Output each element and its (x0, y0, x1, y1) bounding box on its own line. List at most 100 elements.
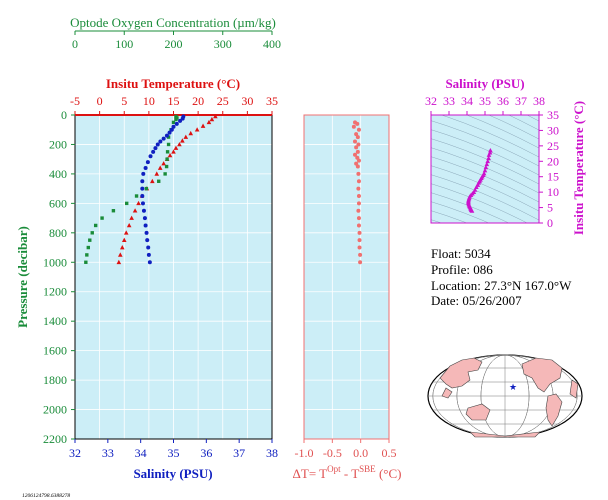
salinity-point (171, 124, 176, 129)
ts-salinity-tick-label: 32 (425, 94, 437, 108)
info-date: Date: 05/26/2007 (431, 293, 522, 308)
salinity-tick-label: 37 (233, 446, 245, 460)
delta-point (358, 260, 363, 265)
temperature-point (200, 123, 206, 128)
delta-point (357, 230, 362, 235)
delta-point (354, 145, 359, 150)
temperature-point (132, 208, 138, 213)
ts-isoline (431, 138, 539, 185)
ts-point (488, 147, 493, 153)
salinity-point (161, 136, 166, 141)
temperature-point (183, 134, 189, 139)
pressure-tick-label: 200 (49, 137, 67, 151)
oxygen-point (88, 238, 92, 242)
oxygen-point (125, 201, 129, 206)
ts-isoline (431, 201, 490, 223)
salinity-point (146, 245, 151, 250)
oxygen-point (86, 245, 90, 250)
salinity-tick-label: 35 (168, 446, 180, 460)
salinity-point (151, 149, 156, 154)
delta-panel-frame (303, 114, 390, 440)
ts-isoline (431, 147, 539, 194)
oxygen-point (166, 135, 171, 139)
salinity-point (148, 154, 153, 159)
temperature-point (180, 138, 185, 143)
info-profile: Profile: 086 (431, 262, 493, 277)
salinity-point (140, 179, 145, 184)
ts-salinity-tick-label: 37 (515, 94, 527, 108)
temperature-point (171, 149, 176, 154)
oxygen-tick-label: 0 (72, 37, 78, 51)
world-map: ★ (427, 354, 583, 438)
salinity-point (169, 127, 174, 132)
ts-isoline (411, 7, 559, 69)
delta-axis-title: ΔT= TOpt - TSBE (°C) (293, 464, 402, 481)
oxygen-point (93, 223, 98, 228)
ts-isoline (431, 192, 510, 223)
salinity-point (167, 130, 172, 135)
oxygen-point (100, 216, 104, 220)
ts-salinity-tick-label: 36 (497, 94, 509, 108)
ts-isoline (431, 165, 539, 212)
temperature-tick-label: 25 (217, 94, 229, 108)
delta-point (356, 208, 361, 213)
salinity-point (141, 171, 146, 176)
info-location: Location: 27.3°N 167.0°W (431, 278, 572, 293)
delta-point (356, 179, 361, 184)
delta-point (356, 186, 361, 191)
temperature-point (173, 145, 179, 150)
salinity-tick-label: 33 (102, 446, 114, 460)
ts-isoline (431, 120, 539, 167)
ts-isoline (431, 129, 539, 176)
delta-point (356, 142, 361, 147)
ts-temperature-tick-label: 0 (547, 216, 553, 230)
ts-point (484, 161, 490, 167)
pressure-tick-label: 2000 (43, 403, 67, 417)
ts-salinity-tick-label: 38 (533, 94, 545, 108)
salinity-point (140, 201, 145, 206)
salinity-point (153, 146, 158, 151)
ts-temperature-tick-label: 5 (547, 201, 553, 215)
temperature-point (177, 141, 182, 147)
pressure-tick-label: 600 (49, 196, 67, 210)
oxygen-point (163, 172, 167, 176)
salinity-point (143, 223, 148, 228)
oxygen-point (174, 117, 178, 122)
temperature-tick-label: 5 (121, 94, 127, 108)
ts-temperature-axis-title: Insitu Temperature (°C) (571, 101, 586, 235)
ts-isoline (431, 174, 539, 221)
delta-point (358, 252, 363, 257)
delta-point (353, 152, 357, 157)
temperature-tick-label: 30 (241, 94, 253, 108)
salinity-point (144, 230, 149, 235)
temperature-point (154, 171, 160, 176)
timestamp-footnote: 1206124798.6388278 (22, 492, 70, 499)
salinity-point (180, 116, 185, 121)
oxygen-point (164, 164, 169, 169)
delta-temperature-series (351, 120, 363, 265)
salinity-point (145, 160, 150, 165)
delta-tick-label: -1.0 (295, 446, 314, 460)
ts-point (485, 158, 490, 164)
ts-point (469, 208, 475, 213)
ts-diagram-series (466, 147, 493, 213)
oxygen-tick-label: 100 (115, 37, 133, 51)
oxygen-axis-title: Optode Oxygen Concentration (µm/kg) (70, 15, 276, 30)
pressure-tick-label: 400 (49, 167, 67, 181)
oxygen-point (111, 209, 116, 213)
delta-tick-label: -0.5 (323, 446, 342, 460)
salinity-axis-title: Salinity (PSU) (133, 466, 212, 481)
oxygen-point (144, 186, 149, 191)
ts-temperature-tick-label: 25 (547, 139, 559, 153)
ts-salinity-tick-label: 33 (443, 94, 455, 108)
temperature-point (194, 127, 200, 132)
delta-point (355, 155, 360, 160)
ts-salinity-tick-label: 35 (479, 94, 491, 108)
delta-point (357, 238, 362, 243)
temperature-point (121, 237, 127, 242)
temperature-point (136, 200, 141, 206)
temperature-point (126, 222, 132, 228)
ts-isoline (440, 115, 539, 158)
